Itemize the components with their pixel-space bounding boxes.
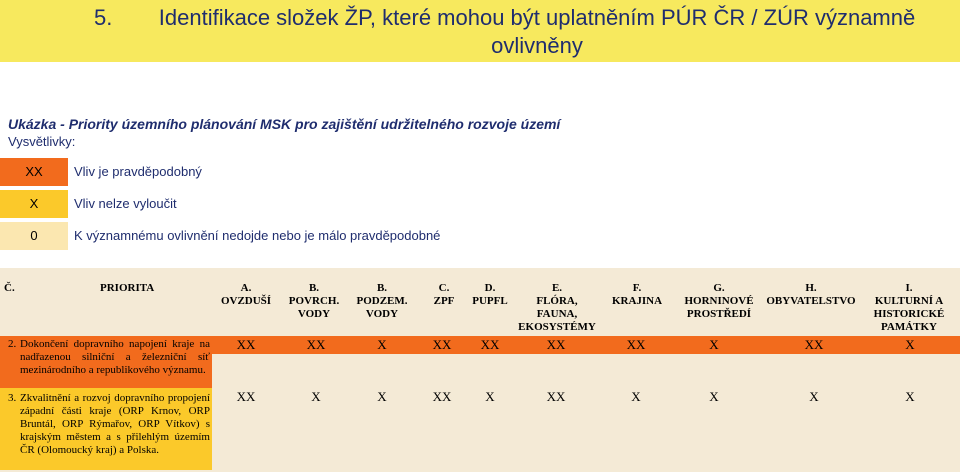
header-number: Č. [4, 282, 15, 294]
title-bar [0, 0, 960, 62]
cell-value: XX [236, 389, 256, 404]
header-line: FAUNA, [536, 308, 578, 320]
header-line: KULTURNÍ A [874, 295, 944, 307]
row-band-priority [0, 388, 212, 470]
cell-value: XX [546, 337, 566, 352]
header-line: VODY [365, 308, 399, 320]
cell-value: X [631, 389, 641, 404]
cell-value: XX [626, 337, 646, 352]
header-line: FLÓRA, [536, 295, 578, 307]
legend-swatch: 0 [0, 222, 68, 250]
row-band-priority [0, 336, 212, 388]
header-line: PUPFL [472, 295, 508, 307]
header-b2: B. PODZEM. VODY [352, 282, 412, 321]
legend-heading: Vysvětlivky: [8, 134, 76, 149]
legend-label: Vliv je pravděpodobný [74, 164, 202, 179]
row-number: 3. [8, 392, 17, 404]
row-priority-text: Dokončení dopravního napojení kraje na n… [20, 338, 210, 376]
table-row-priority: 3. Zkvalitnění a rozvoj dopravního propo… [8, 392, 210, 457]
header-line: E. [551, 282, 563, 294]
cell-value: X [377, 389, 387, 404]
cell-value: X [809, 389, 819, 404]
cell-value: X [311, 389, 321, 404]
header-e: E. FLÓRA, FAUNA, EKOSYSTÉMY [512, 282, 602, 334]
row-priority-text: Zkvalitnění a rozvoj dopravního propojen… [20, 392, 210, 456]
header-d: D. PUPFL [462, 282, 518, 308]
header-priority: PRIORITA [100, 282, 155, 294]
legend-label: Vliv nelze vyloučit [74, 196, 177, 211]
header-line: A. [240, 282, 252, 294]
table-row-priority: 2. Dokončení dopravního napojení kraje n… [8, 338, 210, 377]
header-line: POVRCH. [288, 295, 340, 307]
cell-value: XX [236, 337, 256, 352]
header-f: F. KRAJINA [604, 282, 670, 308]
cell-value: XX [306, 337, 326, 352]
header-line: ZPF [433, 295, 455, 307]
header-i: I. KULTURNÍ A HISTORICKÉ PAMÁTKY [864, 282, 954, 334]
cell-value: X [485, 389, 495, 404]
cell-value: X [377, 337, 387, 352]
cell-value: X [709, 389, 719, 404]
cell-value: XX [546, 389, 566, 404]
header-line: I. [905, 282, 913, 294]
header-line: PROSTŘEDÍ [686, 308, 752, 320]
header-line: G. [713, 282, 725, 294]
header-line: C. [438, 282, 450, 294]
cell-value: XX [432, 337, 452, 352]
header-line: PODZEM. [356, 295, 408, 307]
header-line: H. [805, 282, 817, 294]
legend-item-possible: X Vliv nelze vyloučit [0, 190, 960, 218]
header-h: H. OBYVATELSTVO [762, 282, 860, 308]
header-b1: B. POVRCH. VODY [284, 282, 344, 321]
legend-label: K významnému ovlivnění nedojde nebo je m… [74, 228, 441, 243]
cell-value: X [905, 337, 915, 352]
header-g: G. HORNINOVÉ PROSTŘEDÍ [674, 282, 764, 321]
legend-item-likely: XX Vliv je pravděpodobný [0, 158, 960, 186]
page-title: 5. Identifikace složek ŽP, které mohou b… [94, 4, 944, 60]
row-band-values [212, 336, 960, 354]
header-line: OVZDUŠÍ [220, 295, 272, 307]
header-line: F. [632, 282, 642, 294]
cell-value: X [709, 337, 719, 352]
header-line: B. [308, 282, 320, 294]
header-line: HISTORICKÉ [873, 308, 945, 320]
header-line: VODY [297, 308, 331, 320]
legend-swatch: X [0, 190, 68, 218]
cell-value: XX [804, 337, 824, 352]
header-line: KRAJINA [611, 295, 663, 307]
header-line: HORNINOVÉ [684, 295, 754, 307]
header-line: D. [484, 282, 496, 294]
subtitle: Ukázka - Priority územního plánování MSK… [8, 116, 561, 132]
header-line: OBYVATELSTVO [766, 295, 856, 307]
header-line: EKOSYSTÉMY [518, 321, 596, 333]
title-text: Identifikace složek ŽP, které mohou být … [158, 5, 916, 58]
row-number: 2. [8, 338, 17, 350]
legend-swatch: XX [0, 158, 68, 186]
cell-value: XX [480, 337, 500, 352]
header-line: B. [376, 282, 388, 294]
header-c: C. ZPF [424, 282, 464, 308]
cell-value: XX [432, 389, 452, 404]
title-number: 5. [94, 5, 113, 30]
legend-item-none: 0 K významnému ovlivnění nedojde nebo je… [0, 222, 960, 250]
cell-value: X [905, 389, 915, 404]
header-line: PAMÁTKY [880, 321, 937, 333]
header-a: A. OVZDUŠÍ [214, 282, 278, 308]
